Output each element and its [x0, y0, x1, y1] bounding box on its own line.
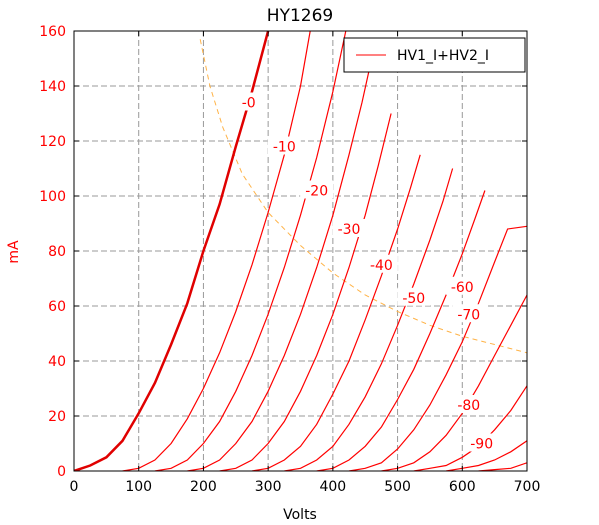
curve-grid-minus-100	[413, 385, 527, 471]
curve-label-bg	[445, 276, 479, 295]
curve-grid-minus-30	[187, 58, 373, 471]
y-tick-label: 20	[48, 409, 66, 425]
curve-grid-minus-60	[284, 168, 454, 471]
load-line-layer	[199, 39, 528, 354]
y-tick-label: 120	[39, 134, 66, 150]
y-tick-label: 100	[39, 189, 66, 205]
curve-grid-minus-110	[446, 440, 527, 471]
curve-grid-minus-0	[74, 31, 270, 471]
curve-label-bg	[236, 92, 261, 111]
legend-label: HV1_I+HV2_I	[397, 48, 489, 64]
curve-label: -20	[305, 184, 328, 200]
curve-label-bg	[300, 180, 334, 199]
curve-label: -40	[370, 258, 393, 274]
y-tick-label: 160	[39, 24, 66, 40]
curve-label: -10	[273, 140, 296, 156]
y-tick-label: 140	[39, 79, 66, 95]
x-tick-label: 100	[125, 479, 152, 495]
x-tick-label: 400	[319, 479, 346, 495]
curve-label: -90	[470, 437, 493, 453]
curve-label-bg	[465, 433, 499, 452]
curve-label: -70	[457, 307, 480, 323]
curve-label-bg	[332, 219, 366, 237]
curve-label-bg	[397, 287, 431, 306]
x-tick-label: 700	[514, 479, 541, 495]
ticks-layer: 0 100 200 300 400 500 600 700 0 20 40 60 80 100 120 140…	[39, 24, 540, 495]
x-tick-label: 0	[70, 479, 79, 495]
y-tick-label: 40	[48, 354, 66, 370]
curves-layer	[74, 31, 527, 471]
load-line	[199, 39, 528, 354]
y-tick-label: 60	[48, 299, 66, 315]
x-tick-label: 300	[255, 479, 282, 495]
curve-grid-minus-80	[348, 225, 527, 471]
curve-label: -50	[402, 291, 425, 307]
curve-grid-minus-10	[122, 31, 311, 471]
legend: HV1_I+HV2_I	[343, 37, 526, 73]
x-tick-label: 200	[190, 479, 217, 495]
chart-title: HY1269	[267, 6, 333, 26]
curve-label: -60	[451, 280, 474, 296]
x-tick-label: 600	[449, 479, 476, 495]
y-axis-label: mA	[6, 240, 22, 264]
curve-label-bg	[364, 254, 398, 273]
curve-grid-minus-90	[381, 294, 527, 471]
curve-grid-minus-120	[478, 462, 527, 471]
x-axis-label: Volts	[283, 507, 317, 523]
curve-label-bg	[267, 136, 301, 155]
curve-label-bg	[452, 304, 486, 323]
curve-label: -80	[457, 398, 480, 414]
curve-labels-layer: -0 -10 -20 -30 -40 -50 -60 -70 -80 -90	[236, 92, 499, 453]
curve-label: -30	[338, 222, 361, 238]
curve-grid-minus-70	[316, 190, 486, 471]
curve-label-bg	[452, 395, 486, 413]
curve-label: -0	[242, 96, 256, 112]
curve-grid-minus-20	[154, 31, 347, 471]
y-tick-label: 0	[57, 464, 66, 480]
curve-grid-minus-50	[251, 154, 421, 471]
y-tick-label: 80	[48, 244, 66, 260]
x-tick-label: 500	[384, 479, 411, 495]
curve-grid-minus-40	[219, 113, 392, 471]
